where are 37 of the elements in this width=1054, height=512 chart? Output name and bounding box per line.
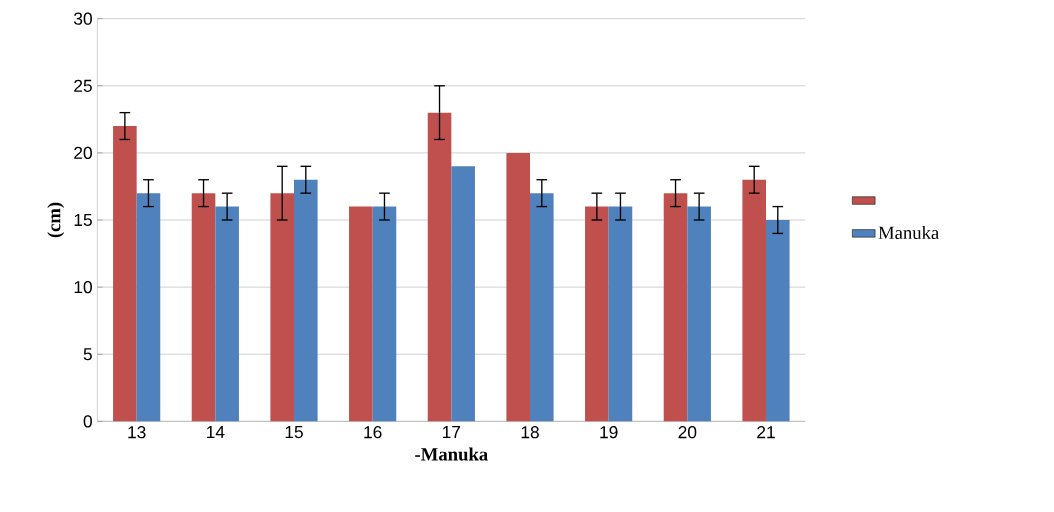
x-tick-label: 19 [600, 426, 618, 439]
y-tick-label: 15 [74, 213, 92, 227]
x-tick-label: 20 [678, 426, 697, 439]
bar [742, 179, 766, 422]
bar [372, 206, 397, 422]
bar [663, 193, 688, 422]
bar [294, 179, 318, 422]
bar [215, 206, 239, 422]
bar [766, 220, 790, 422]
x-axis-title: -Manuka [415, 447, 488, 461]
bar [136, 193, 161, 422]
x-tick-label: 14 [207, 426, 225, 438]
bar [506, 152, 530, 422]
x-tick-label: 18 [521, 426, 539, 439]
x-tick-label: 15 [285, 426, 303, 439]
bar [530, 193, 554, 422]
x-tick-label: 21 [757, 426, 775, 439]
y-tick-label: 0 [83, 415, 92, 428]
y-axis-title: (cm) [47, 202, 65, 238]
y-tick-label: 20 [74, 146, 92, 160]
bar [585, 206, 609, 422]
x-tick-label: 13 [128, 426, 146, 439]
bar [270, 193, 294, 422]
x-tick-label: 17 [443, 426, 461, 438]
y-tick-label: 10 [74, 280, 92, 294]
y-tick-label: 25 [74, 79, 92, 92]
x-tick-label: 16 [364, 426, 382, 439]
bar [687, 206, 711, 422]
bar [113, 126, 137, 422]
bar [191, 193, 216, 422]
bar [427, 112, 452, 422]
y-tick-label: 30 [74, 12, 92, 25]
bar [608, 206, 633, 422]
bar [349, 206, 373, 422]
y-tick-label: 5 [83, 348, 92, 361]
bar [451, 166, 475, 422]
legend-label: Manuka [878, 225, 939, 240]
